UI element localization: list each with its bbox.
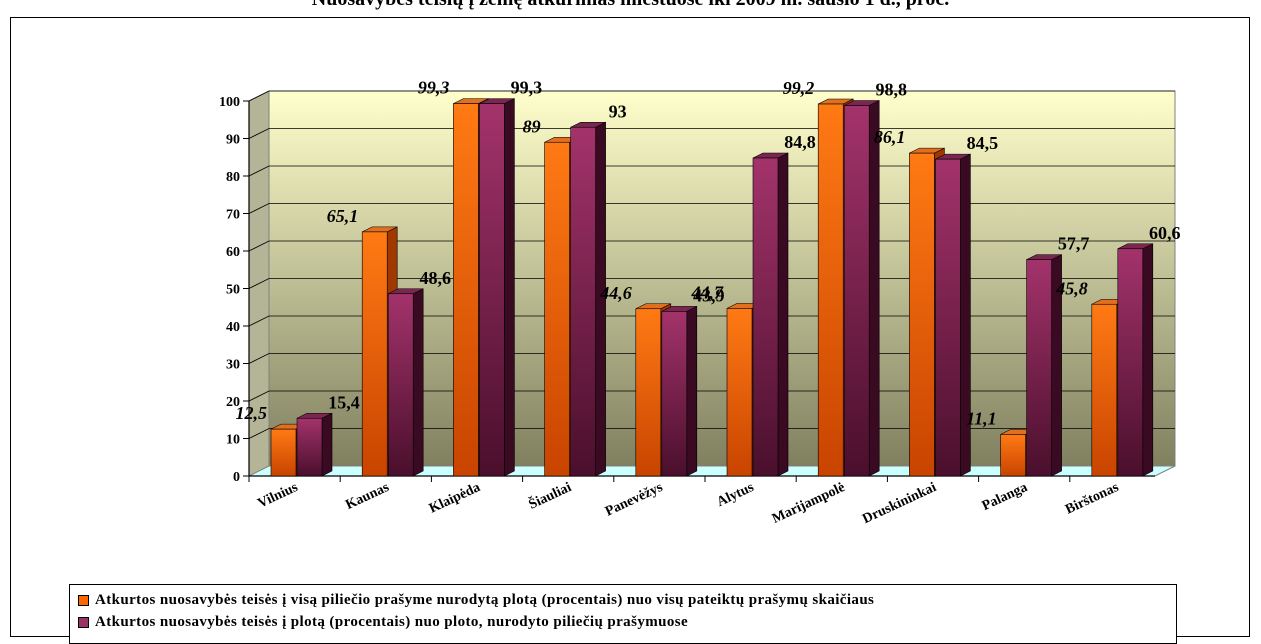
data-label: 44,7	[691, 282, 725, 302]
legend-label-full-area: Atkurtos nuosavybės teisės į visą pilieč…	[95, 591, 875, 608]
y-tick-label: 90	[226, 133, 240, 148]
data-label: 99,2	[783, 78, 815, 98]
bar-full-area	[726, 308, 753, 477]
y-tick-label: 0	[233, 470, 240, 485]
x-tick-label: Panevėžys	[603, 480, 666, 520]
x-tick-label: Palanga	[980, 480, 1030, 514]
bar-side	[777, 152, 789, 477]
chart-frame: 0 10 20 30 40 50 60 70 80 90 100 Vilnius Kaunas Klaip…	[10, 17, 1250, 644]
bar-area-share	[661, 311, 688, 477]
x-tick-label: Alytus	[715, 480, 757, 510]
bar-side	[412, 288, 424, 477]
y-tick-label: 40	[226, 320, 240, 335]
y-tick-label: 50	[226, 283, 240, 298]
legend-item-full-area: Atkurtos nuosavybės teisės į visą pilieč…	[78, 589, 1176, 611]
data-label: 60,6	[1149, 223, 1181, 243]
data-label: 15,4	[328, 392, 360, 412]
data-label: 86,1	[874, 127, 906, 147]
legend-label-area-share: Atkurtos nuosavybės teisės į plotą (proc…	[95, 613, 689, 630]
data-label: 84,5	[967, 133, 999, 153]
bar-side	[686, 305, 698, 477]
y-tick-label: 10	[226, 433, 240, 448]
bar-side	[504, 98, 515, 477]
legend-swatch-orange	[78, 594, 89, 606]
bar-full-area	[1000, 434, 1026, 477]
data-label: 43,9	[693, 285, 725, 305]
data-label: 44,6	[599, 283, 632, 303]
data-label: 93	[609, 101, 627, 121]
data-label: 45,8	[1055, 278, 1088, 298]
x-tick-label: Kaunas	[344, 480, 392, 513]
y-tick-label: 100	[219, 95, 240, 110]
bar-area-share	[1117, 248, 1144, 477]
x-tick-label: Marijampolė	[770, 480, 848, 527]
bar-full-area	[453, 103, 479, 477]
bar-full-area	[544, 141, 570, 477]
data-label: 98,8	[875, 80, 907, 100]
data-label: 89	[523, 116, 541, 136]
bar-full-area	[817, 103, 844, 477]
data-label: 65,1	[327, 206, 359, 226]
y-tick-label: 60	[226, 245, 240, 260]
bar-full-area	[1091, 303, 1118, 477]
data-label: 48,6	[419, 268, 451, 288]
data-label: 99,3	[418, 78, 450, 98]
bar-area-share	[1026, 259, 1052, 477]
y-tick-label: 70	[226, 208, 240, 223]
data-label: 99,3	[511, 78, 543, 98]
data-label: 84,8	[784, 132, 816, 152]
data-label: 57,7	[1058, 234, 1090, 254]
bar-full-area	[909, 152, 935, 477]
x-tick-label: Birštonas	[1063, 480, 1121, 518]
data-label: 11,1	[966, 408, 997, 428]
bar-area-share	[935, 158, 961, 477]
legend-swatch-purple	[78, 616, 89, 628]
y-tick-label: 20	[226, 395, 240, 410]
bar-area-share	[479, 103, 505, 477]
y-tick-label: 30	[226, 358, 240, 373]
bar-area-share	[296, 417, 323, 477]
bar-area-share	[843, 105, 870, 477]
bar-side	[321, 412, 333, 477]
bar-side	[1142, 243, 1154, 477]
x-tick-label: Vilnius	[256, 480, 301, 512]
chart-title: Nuosavybės teisių į žemę atkūrimas miest…	[0, 0, 1261, 11]
bar-full-area	[635, 308, 662, 477]
x-tick-label: Klaipėda	[427, 480, 483, 517]
bar-full-area	[361, 231, 388, 477]
bar-area-share	[570, 126, 596, 477]
bar-full-area	[270, 428, 297, 477]
legend-item-area-share: Atkurtos nuosavybės teisės į plotą (proc…	[78, 611, 1176, 633]
data-label: 12,5	[236, 403, 268, 423]
x-tick-label: Druskininkai	[860, 480, 938, 527]
bar-area-share	[387, 293, 414, 477]
legend: Atkurtos nuosavybės teisės į visą pilieč…	[69, 584, 1177, 644]
bar-area-share	[752, 157, 779, 477]
plot-area: 0 10 20 30 40 50 60 70 80 90 100 Vilnius Kaunas Klaip…	[219, 78, 1181, 528]
gridline	[248, 90, 1175, 102]
x-tick-label: Šiauliai	[526, 478, 574, 513]
y-tick-label: 80	[226, 170, 240, 185]
bar-side	[868, 100, 880, 477]
